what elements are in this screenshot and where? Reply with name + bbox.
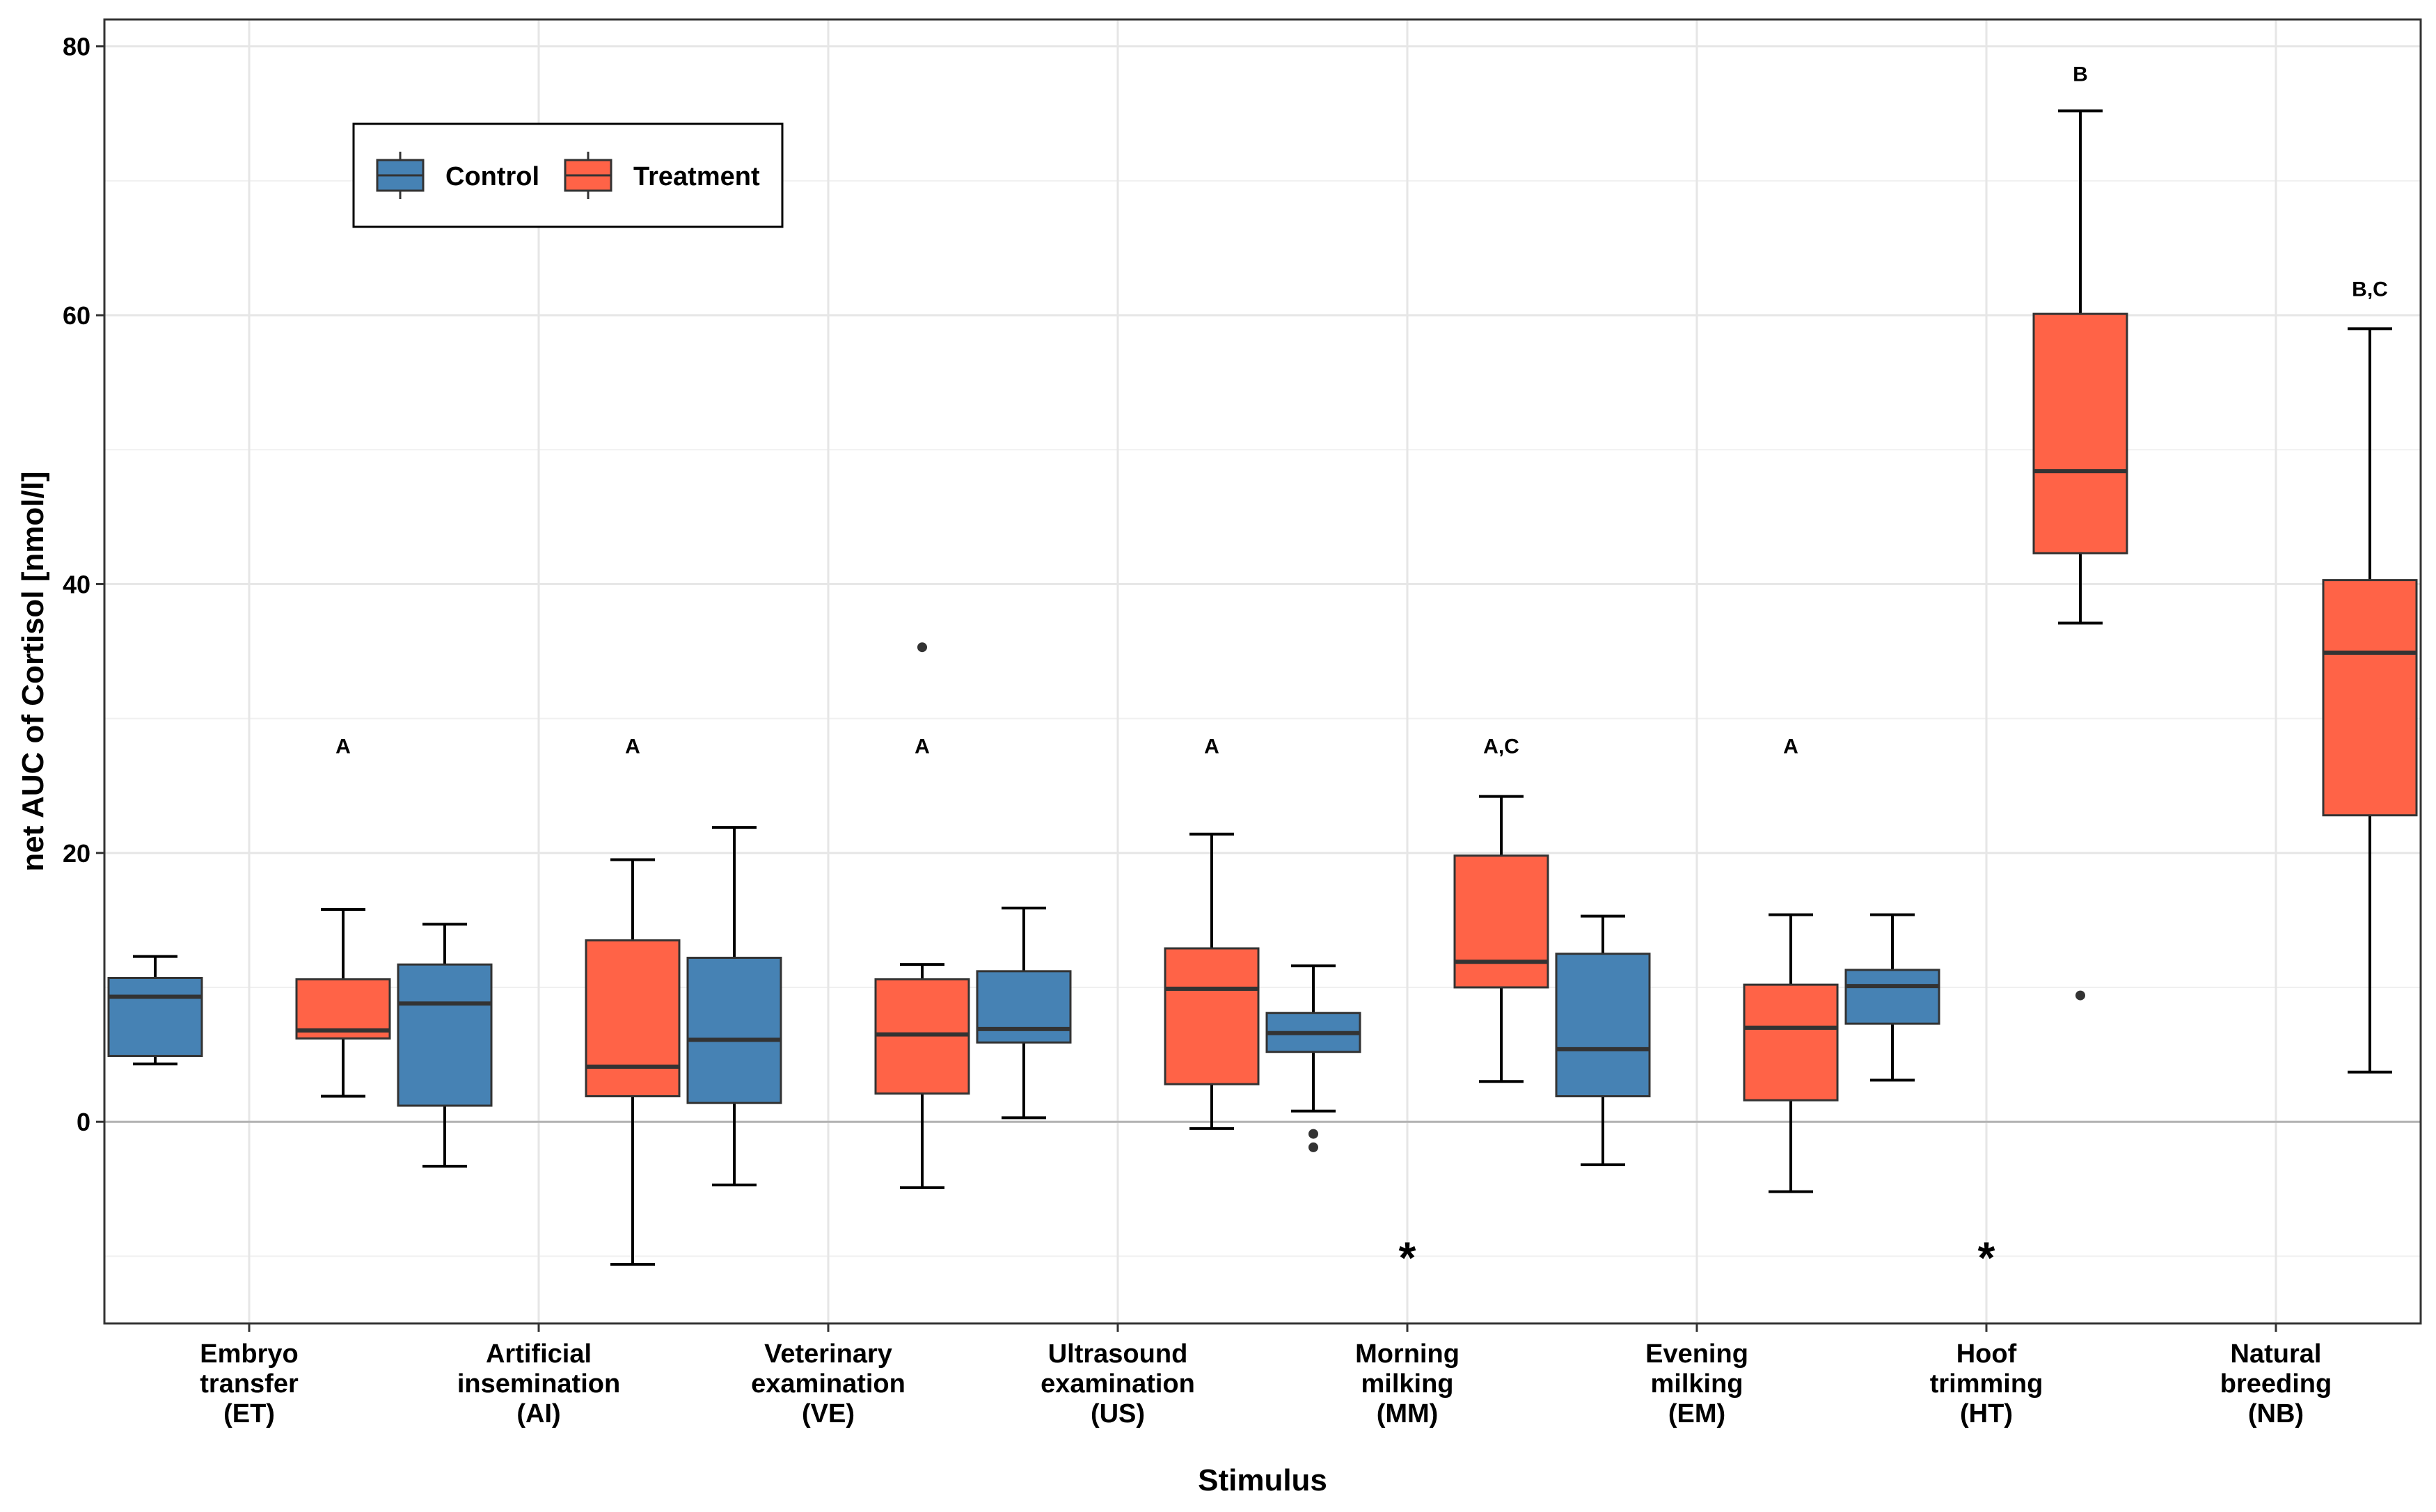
x-tick-label-line: (EM) bbox=[1668, 1399, 1725, 1429]
x-tick-label-line: (NB) bbox=[2248, 1399, 2304, 1429]
x-tick-label-line: Embryo bbox=[200, 1339, 298, 1369]
significance-label: A,C bbox=[1483, 735, 1519, 758]
legend: Control Treatment bbox=[352, 122, 784, 228]
x-tick-label-line: milking bbox=[1361, 1369, 1453, 1399]
box-treatment-group bbox=[1164, 832, 1260, 1130]
box-treatment-group bbox=[2322, 327, 2418, 1074]
significance-label: A bbox=[625, 735, 640, 758]
x-tick-label: Veterinary examination (VE) bbox=[751, 1339, 905, 1429]
box-control-iqr-rect bbox=[686, 957, 782, 1104]
x-tick-label-line: Morning bbox=[1355, 1339, 1460, 1369]
x-tick-label-line: transfer bbox=[200, 1369, 299, 1399]
significance-label: B,C bbox=[2352, 278, 2388, 301]
x-tick-label-line: milking bbox=[1650, 1369, 1743, 1399]
plot-panel-border bbox=[103, 18, 2422, 1325]
box-control-group bbox=[107, 955, 203, 1066]
x-axis-title: Stimulus bbox=[1198, 1463, 1327, 1497]
box-control-group bbox=[1844, 913, 1940, 1082]
box-control-iqr-rect bbox=[976, 970, 1072, 1044]
y-tick-label: 60 bbox=[63, 301, 90, 330]
box-elements bbox=[107, 109, 2418, 1266]
x-tick-label-line: Artificial bbox=[486, 1339, 592, 1369]
box-treatment-group bbox=[1743, 913, 1839, 1193]
significance-label: B bbox=[2073, 63, 2088, 86]
x-tick-label-line: (AI) bbox=[516, 1399, 560, 1429]
box-treatment-iqr-rect bbox=[2032, 312, 2128, 555]
x-tick-label: Artificial insemination (AI) bbox=[457, 1339, 620, 1429]
box-control-group bbox=[686, 826, 782, 1187]
significance-label: A bbox=[915, 735, 930, 758]
x-tick-label-line: Hoof bbox=[1956, 1339, 2017, 1369]
y-tick-label: 40 bbox=[63, 570, 90, 598]
x-tick-label-line: examination bbox=[1041, 1369, 1195, 1399]
x-tick-label-line: (HT) bbox=[1960, 1399, 2013, 1429]
x-tick-label-line: examination bbox=[751, 1369, 905, 1399]
x-tick-label: Morning milking (MM) bbox=[1355, 1339, 1460, 1429]
x-tick-label: Evening milking (EM) bbox=[1645, 1339, 1748, 1429]
box-treatment-iqr-rect bbox=[585, 939, 681, 1097]
x-tick-label-line: Evening bbox=[1645, 1339, 1748, 1369]
box-treatment-group bbox=[585, 858, 681, 1266]
x-tick-label-line: trimming bbox=[1930, 1369, 2043, 1399]
box-control-group bbox=[976, 907, 1072, 1120]
significance-star: * bbox=[1978, 1233, 1995, 1283]
x-tick-label: Embryo transfer (ET) bbox=[200, 1339, 299, 1429]
x-tick-label-line: (VE) bbox=[802, 1399, 855, 1429]
box-control-outlier-point bbox=[1308, 1129, 1318, 1139]
box-control-group bbox=[1555, 914, 1651, 1167]
box-treatment-group bbox=[874, 642, 970, 1189]
box-treatment-group bbox=[2032, 109, 2128, 625]
x-tick-label: Ultrasound examination (US) bbox=[1041, 1339, 1195, 1429]
significance-star: * bbox=[1399, 1233, 1416, 1283]
extra-point bbox=[2075, 990, 2085, 1001]
box-control-group bbox=[1265, 964, 1361, 1152]
box-control-iqr-rect bbox=[1555, 953, 1651, 1097]
x-tick-label-line: Natural bbox=[2231, 1339, 2322, 1369]
x-tick-label: Natural breeding (NB) bbox=[2220, 1339, 2332, 1429]
box-control-group bbox=[397, 923, 493, 1168]
significance-label: A bbox=[335, 735, 351, 758]
x-tick-label-line: insemination bbox=[457, 1369, 620, 1399]
y-tick-label: 80 bbox=[63, 33, 90, 61]
y-axis-title: net AUC of Cortisol [nmol/l] bbox=[16, 471, 50, 871]
x-tick-label: Hoof trimming (HT) bbox=[1930, 1339, 2043, 1429]
legend-entry: Control bbox=[376, 152, 539, 199]
x-tick-label-line: (US) bbox=[1091, 1399, 1145, 1429]
box-treatment-iqr-rect bbox=[1164, 947, 1260, 1085]
box-treatment-group bbox=[1453, 795, 1549, 1083]
x-tick-label-line: (MM) bbox=[1377, 1399, 1439, 1429]
axis-elements: 0 20 40 60 80 Embryo transfer (ET) Artificial ins… bbox=[16, 33, 2332, 1497]
box-treatment-iqr-rect bbox=[1453, 854, 1549, 989]
y-tick-label: 0 bbox=[77, 1108, 90, 1136]
box-control-outlier-point bbox=[1308, 1142, 1318, 1152]
x-tick-label-line: Ultrasound bbox=[1048, 1339, 1188, 1369]
box-treatment-iqr-rect bbox=[2322, 579, 2418, 817]
legend-label: Treatment bbox=[633, 162, 760, 191]
significance-label: A bbox=[1204, 735, 1219, 758]
box-control-iqr-rect bbox=[397, 963, 493, 1107]
annotation-labels: A A A A A,C A B B,C * * bbox=[335, 63, 2388, 1282]
box-treatment-iqr-rect bbox=[1743, 983, 1839, 1101]
legend-label: Control bbox=[445, 162, 539, 191]
legend-entry: Treatment bbox=[564, 152, 760, 199]
y-tick-label: 20 bbox=[63, 839, 90, 868]
box-treatment-outlier-point bbox=[917, 642, 927, 653]
x-tick-label-line: Veterinary bbox=[764, 1339, 892, 1369]
box-treatment-group bbox=[295, 907, 391, 1098]
x-tick-label-line: (ET) bbox=[223, 1399, 275, 1429]
box-control-iqr-rect bbox=[1844, 969, 1940, 1025]
significance-label: A bbox=[1783, 735, 1798, 758]
x-tick-label-line: breeding bbox=[2220, 1369, 2332, 1399]
box-control-iqr-rect bbox=[107, 976, 203, 1058]
